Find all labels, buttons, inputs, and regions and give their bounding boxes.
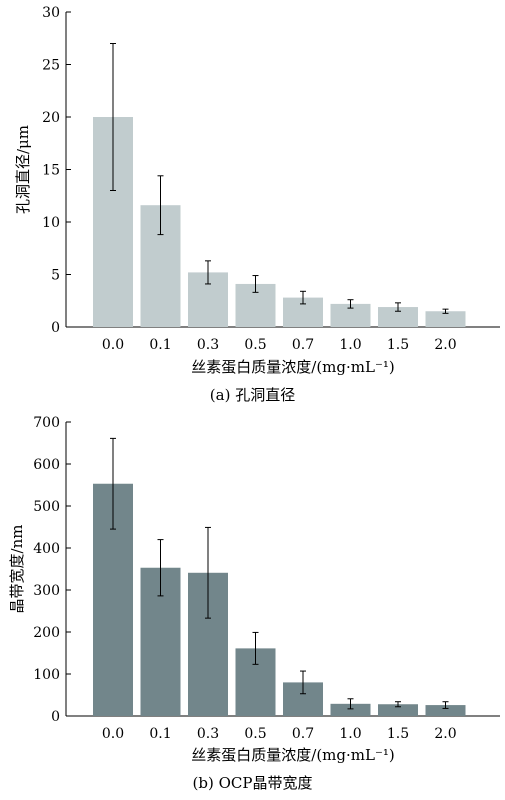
chart-b-y-tick-label: 0: [51, 709, 60, 725]
caption-a: (a) 孔洞直径: [209, 386, 296, 404]
chart-b: 0 100 200 300 400 500 600 700 0.0 0.1 0.3 0.5 0.7 1.0…: [8, 415, 500, 764]
chart-a-y-tick-label: 25: [42, 58, 60, 74]
chart-b-y-tick-label: 100: [33, 667, 60, 683]
chart-a-y-tick-label: 20: [42, 110, 60, 126]
chart-b-y-tick-label: 600: [33, 457, 60, 473]
chart-a-bar: [378, 307, 418, 327]
chart-a-x-tick-label: 0.3: [197, 337, 219, 353]
chart-a-x-tick-label: 1.5: [387, 337, 409, 353]
chart-a: 0 5 10 15 20 25 30 0.0 0.1 0.3 0.5 0.7 1.0 1.5 2.0 丝素蛋白…: [14, 5, 500, 376]
chart-b-x-tick-label: 1.0: [339, 726, 361, 742]
chart-b-x-tick-label: 0.3: [197, 726, 219, 742]
chart-a-x-tick-label: 0.7: [292, 337, 314, 353]
chart-b-y-tick-label: 400: [33, 541, 60, 557]
chart-b-x-tick-label: 0.5: [244, 726, 266, 742]
chart-a-x-tick-label: 0.0: [102, 337, 124, 353]
chart-a-x-axis-label: 丝素蛋白质量浓度/(mg·mL⁻¹): [191, 358, 394, 376]
chart-b-y-tick-label: 200: [33, 625, 60, 641]
chart-b-x-tick-label: 2.0: [434, 726, 456, 742]
chart-a-x-tick-label: 1.0: [339, 337, 361, 353]
chart-b-y-axis-label: 晶带宽度/nm: [8, 525, 26, 614]
chart-a-bar: [330, 303, 371, 327]
chart-a-y-tick-label: 10: [42, 215, 60, 231]
chart-b-x-tick-label: 0.7: [292, 726, 314, 742]
chart-b-x-tick-label: 1.5: [387, 726, 409, 742]
chart-b-y-tick-label: 500: [33, 499, 60, 515]
chart-a-bar: [425, 311, 466, 327]
chart-a-y-tick-label: 0: [51, 320, 60, 336]
chart-a-y-tick-label: 5: [51, 268, 60, 284]
chart-b-x-tick-label: 0.1: [149, 726, 171, 742]
chart-b-y-tick-label: 300: [33, 583, 60, 599]
chart-b-bar: [378, 704, 418, 716]
chart-a-x-tick-label: 0.1: [149, 337, 171, 353]
chart-a-y-tick-label: 15: [42, 163, 60, 179]
chart-b-bar: [425, 705, 466, 716]
chart-a-x-tick-label: 0.5: [244, 337, 266, 353]
chart-a-y-tick-label: 30: [42, 5, 60, 21]
caption-b: (b) OCP晶带宽度: [192, 774, 313, 792]
chart-b-y-tick-label: 700: [33, 415, 60, 431]
chart-a-x-tick-label: 2.0: [434, 337, 456, 353]
chart-b-x-tick-label: 0.0: [102, 726, 124, 742]
chart-a-y-axis-label: 孔洞直径/μm: [14, 125, 32, 214]
chart-b-x-axis-label: 丝素蛋白质量浓度/(mg·mL⁻¹): [191, 746, 394, 764]
chart-b-bar: [330, 703, 371, 716]
